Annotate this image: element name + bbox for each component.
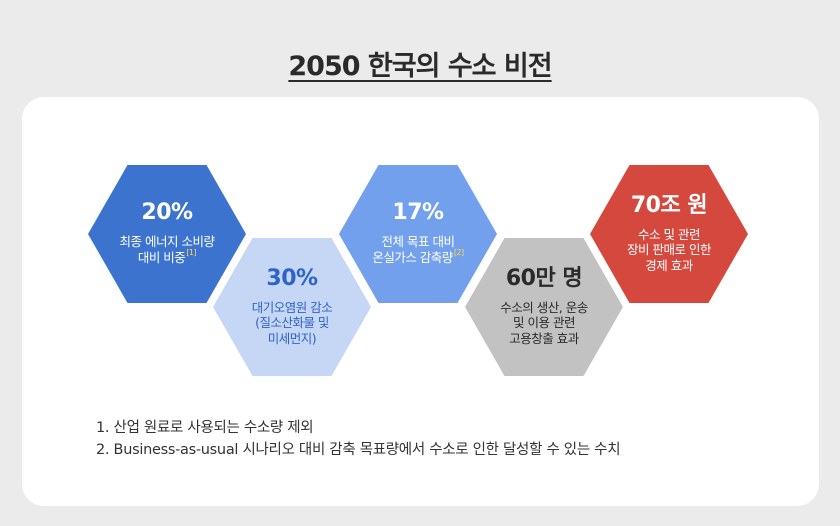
hexagon-description: 최종 에너지 소비량 대비 비중[1] [119, 234, 215, 265]
page-title: 2050 한국의 수소 비전 [288, 51, 552, 82]
hexagon-description: 전체 목표 대비 온실가스 감축량[2] [372, 234, 464, 265]
hexagon-value: 17% [392, 200, 444, 226]
footnote-marker: [1] [186, 248, 197, 257]
hexagon-value: 60만 명 [505, 265, 583, 291]
hexagon-description: 대기오염원 감소 (질소산화물 및 미세먼지) [251, 299, 333, 346]
hexagon-description: 수소 및 관련 장비 판매로 인한 경제 효과 [627, 226, 711, 273]
hexagon-description: 수소의 생산, 운송 및 이용 관련 고용창출 효과 [500, 299, 588, 346]
hexagon-value: 30% [266, 265, 318, 291]
hexagon-ghg-reduction: 17% 전체 목표 대비 온실가스 감축량[2] [339, 165, 497, 303]
footnote-1: 1. 산업 원료로 사용되는 수소량 제외 [96, 420, 314, 436]
footnote-marker: [2] [453, 248, 464, 257]
footnotes: 1. 산업 원료로 사용되는 수소량 제외 2. Business-as-usu… [96, 417, 621, 461]
hexagon-value: 70조 원 [630, 192, 708, 218]
footnote-2: 2. Business-as-usual 시나리오 대비 감축 목표량에서 수소… [96, 442, 621, 458]
hexagon-value: 20% [141, 200, 193, 226]
